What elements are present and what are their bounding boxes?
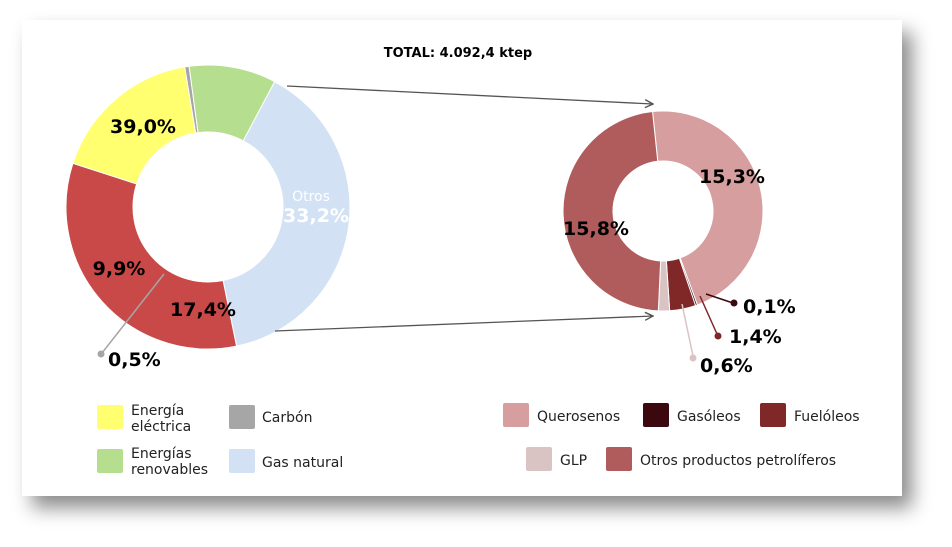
legend-label-otros-productos: Otros productos petrolíferos: [640, 453, 836, 469]
legend-label-gasoleos: Gasóleos: [677, 409, 741, 425]
breakdown-donut-labels: 15,3% 15,8% 0,1% 1,4% 0,6%: [563, 166, 796, 377]
slice-otros-productos-petroliferos: [562, 110, 662, 312]
breakdown-donut: [562, 110, 764, 312]
legend-item-energia-electrica: Energía eléctrica: [97, 403, 191, 435]
label-glp: 0,6%: [700, 355, 753, 377]
connector-arrow-top: [286, 85, 653, 104]
label-otros: 33,2%: [283, 205, 349, 227]
leader-glp: [681, 303, 694, 357]
leader-carbon: [101, 273, 165, 354]
legend-item-energias-renovables: Energías renovables: [97, 446, 208, 478]
label-energia-electrica: 17,4%: [170, 299, 236, 321]
chart-title: TOTAL: 4.092,4 ktep: [384, 46, 532, 61]
legend-item-otros-productos: Otros productos petrolíferos: [606, 447, 836, 471]
leader-dot-carbon: [97, 350, 105, 358]
slice-querosenos: [651, 110, 764, 306]
leader-dot-glp: [689, 354, 697, 362]
legend-swatch-carbon: [229, 405, 255, 429]
legend-item-glp: GLP: [526, 447, 587, 471]
legend-swatch-energias-renovables: [97, 449, 123, 473]
legend-label-gas-natural: Gas natural: [262, 455, 343, 471]
legend-item-gas-natural: Gas natural: [229, 449, 343, 473]
label-gasoleos: 0,1%: [743, 296, 796, 318]
leader-dot-gasoleos: [730, 299, 738, 307]
legend-label-carbon: Carbón: [262, 410, 312, 426]
legend-label-energia-electrica-1: Energía: [131, 403, 184, 419]
leader-dot-fueloleos: [714, 332, 722, 340]
slice-energias-renovables: [188, 64, 276, 142]
legend-label-energias-renovables-2: renovables: [131, 462, 208, 478]
legend-label-fueloleos: Fuelóleos: [794, 409, 860, 425]
legend-label-energia-electrica-2: eléctrica: [131, 419, 191, 435]
label-otros-name: Otros: [292, 189, 330, 205]
slice-gas-natural: [222, 80, 351, 347]
legend-label-energias-renovables-1: Energías: [131, 446, 192, 462]
main-legend: Energía eléctrica Carbón Energías renova…: [97, 403, 343, 478]
legend-swatch-fueloleos: [760, 403, 786, 427]
legend-swatch-gasoleos: [643, 403, 669, 427]
legend-swatch-glp: [526, 447, 552, 471]
leader-fueloleos: [699, 295, 718, 335]
legend-label-glp: GLP: [560, 453, 587, 469]
legend-swatch-querosenos: [503, 403, 529, 427]
legend-item-carbon: Carbón: [229, 405, 312, 429]
leader-gasoleos: [705, 293, 734, 304]
connector-arrow-bottom: [274, 316, 653, 332]
legend-swatch-otros-productos: [606, 447, 632, 471]
legend-swatch-gas-natural: [229, 449, 255, 473]
legend-item-gasoleos: Gasóleos: [643, 403, 741, 427]
legend-swatch-energia-electrica: [97, 405, 123, 429]
legend-label-querosenos: Querosenos: [537, 409, 620, 425]
main-donut-labels: 39,0% Otros 33,2% 17,4% 0,5% 9,9%: [93, 116, 349, 371]
legend-item-fueloleos: Fuelóleos: [760, 403, 860, 427]
legend-item-querosenos: Querosenos: [503, 403, 620, 427]
label-fueloleos: 1,4%: [729, 326, 782, 348]
main-donut: [65, 64, 351, 350]
label-querosenos: 15,3%: [699, 166, 765, 188]
breakdown-legend: Querosenos Gasóleos Fuelóleos GLP Otros …: [503, 403, 860, 471]
label-gas-natural: 39,0%: [110, 116, 176, 138]
label-energias-renovables: 9,9%: [93, 258, 146, 280]
slice-otros: [65, 162, 238, 350]
label-carbon: 0,5%: [108, 349, 161, 371]
label-otros-productos: 15,8%: [563, 218, 629, 240]
